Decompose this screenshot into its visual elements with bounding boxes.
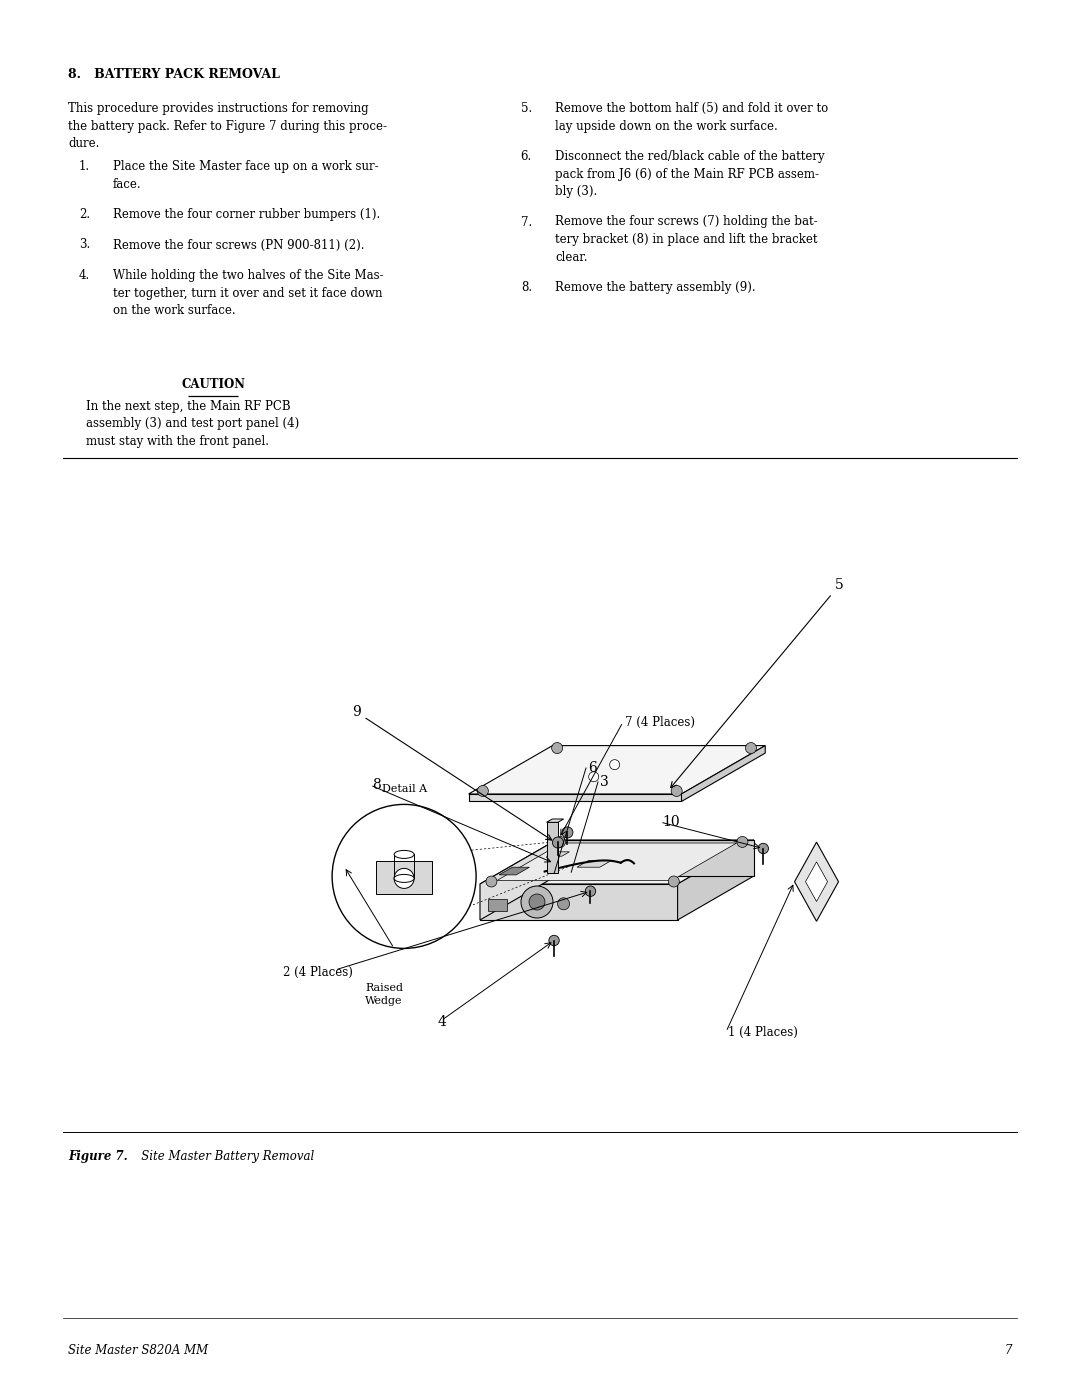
Circle shape xyxy=(554,837,566,848)
Text: 7: 7 xyxy=(1004,1344,1012,1356)
Polygon shape xyxy=(795,842,838,921)
Text: 1 (4 Places): 1 (4 Places) xyxy=(728,1025,798,1038)
Circle shape xyxy=(745,743,756,753)
Text: 2.: 2. xyxy=(79,208,90,221)
Text: dure.: dure. xyxy=(68,137,99,149)
Polygon shape xyxy=(677,840,754,921)
Text: assembly (3) and test port panel (4): assembly (3) and test port panel (4) xyxy=(86,418,299,430)
Polygon shape xyxy=(546,852,569,856)
Circle shape xyxy=(671,785,683,796)
Text: CAUTION: CAUTION xyxy=(181,379,245,391)
Text: bly (3).: bly (3). xyxy=(555,184,597,198)
Text: 3: 3 xyxy=(600,775,609,789)
Text: 8.   BATTERY PACK REMOVAL: 8. BATTERY PACK REMOVAL xyxy=(68,68,280,81)
Circle shape xyxy=(394,869,414,888)
Text: 1.: 1. xyxy=(79,161,90,173)
Circle shape xyxy=(553,837,564,848)
Text: 5: 5 xyxy=(671,578,843,788)
Polygon shape xyxy=(469,746,766,793)
Text: 2 (4 Places): 2 (4 Places) xyxy=(283,965,353,978)
Text: 8: 8 xyxy=(372,778,381,792)
Polygon shape xyxy=(577,861,611,868)
Polygon shape xyxy=(480,884,677,921)
Polygon shape xyxy=(469,793,681,802)
Text: 6: 6 xyxy=(588,761,597,775)
Text: 7.: 7. xyxy=(521,215,532,229)
Text: clear.: clear. xyxy=(555,250,588,264)
Circle shape xyxy=(552,743,563,753)
Circle shape xyxy=(669,876,679,887)
Text: Disconnect the red/black cable of the battery: Disconnect the red/black cable of the ba… xyxy=(555,149,825,163)
Text: Site Master Battery Removal: Site Master Battery Removal xyxy=(130,1150,314,1162)
Text: In the next step, the Main RF PCB: In the next step, the Main RF PCB xyxy=(86,400,291,414)
Text: Place the Site Master face up on a work sur-: Place the Site Master face up on a work … xyxy=(113,161,379,173)
Text: lay upside down on the work surface.: lay upside down on the work surface. xyxy=(555,120,778,133)
Text: ter together, turn it over and set it face down: ter together, turn it over and set it fa… xyxy=(113,286,382,299)
Polygon shape xyxy=(480,840,556,921)
Circle shape xyxy=(557,898,569,909)
Text: Remove the four screws (PN 900-811) (2).: Remove the four screws (PN 900-811) (2). xyxy=(113,239,365,251)
Text: 3.: 3. xyxy=(79,239,90,251)
Text: 8.: 8. xyxy=(521,281,532,293)
Text: Remove the four screws (7) holding the bat-: Remove the four screws (7) holding the b… xyxy=(555,215,818,229)
Text: face.: face. xyxy=(113,177,141,190)
Polygon shape xyxy=(497,842,737,880)
Text: 6.: 6. xyxy=(521,149,532,163)
Text: Raised
Wedge: Raised Wedge xyxy=(365,983,403,1006)
Ellipse shape xyxy=(394,875,414,883)
Polygon shape xyxy=(499,868,529,875)
Text: Remove the four corner rubber bumpers (1).: Remove the four corner rubber bumpers (1… xyxy=(113,208,380,221)
Circle shape xyxy=(585,886,596,897)
Text: Remove the bottom half (5) and fold it over to: Remove the bottom half (5) and fold it o… xyxy=(555,102,828,115)
Circle shape xyxy=(486,876,497,887)
Text: Figure 7.: Figure 7. xyxy=(68,1150,127,1162)
Circle shape xyxy=(737,837,747,848)
Circle shape xyxy=(758,844,769,854)
Circle shape xyxy=(477,785,488,796)
Polygon shape xyxy=(556,840,754,876)
Text: Site Master S820A MM: Site Master S820A MM xyxy=(68,1344,208,1356)
Polygon shape xyxy=(487,900,507,911)
Circle shape xyxy=(609,760,620,770)
Circle shape xyxy=(589,771,598,782)
Text: Remove the battery assembly (9).: Remove the battery assembly (9). xyxy=(555,281,756,293)
Text: 9: 9 xyxy=(352,705,552,840)
Text: must stay with the front panel.: must stay with the front panel. xyxy=(86,434,269,448)
Ellipse shape xyxy=(394,851,414,858)
Circle shape xyxy=(529,894,545,909)
Polygon shape xyxy=(546,823,558,873)
Text: 7 (4 Places): 7 (4 Places) xyxy=(625,715,696,728)
Circle shape xyxy=(333,805,476,949)
Polygon shape xyxy=(681,746,766,802)
Text: pack from J6 (6) of the Main RF PCB assem-: pack from J6 (6) of the Main RF PCB asse… xyxy=(555,168,819,180)
Text: 5.: 5. xyxy=(521,102,532,115)
Polygon shape xyxy=(806,862,827,901)
Text: 4.: 4. xyxy=(79,270,90,282)
Text: 10: 10 xyxy=(662,814,679,828)
Circle shape xyxy=(562,827,572,838)
Polygon shape xyxy=(546,819,564,823)
Circle shape xyxy=(521,886,553,918)
Circle shape xyxy=(549,936,559,946)
Text: While holding the two halves of the Site Mas-: While holding the two halves of the Site… xyxy=(113,270,383,282)
Text: This procedure provides instructions for removing: This procedure provides instructions for… xyxy=(68,102,368,115)
Polygon shape xyxy=(480,840,754,884)
Text: 4: 4 xyxy=(437,1016,446,1030)
Text: Detail A: Detail A xyxy=(381,784,427,795)
Text: tery bracket (8) in place and lift the bracket: tery bracket (8) in place and lift the b… xyxy=(555,233,818,246)
Text: on the work surface.: on the work surface. xyxy=(113,305,235,317)
Polygon shape xyxy=(376,862,432,894)
Text: the battery pack. Refer to Figure 7 during this proce-: the battery pack. Refer to Figure 7 duri… xyxy=(68,120,387,133)
